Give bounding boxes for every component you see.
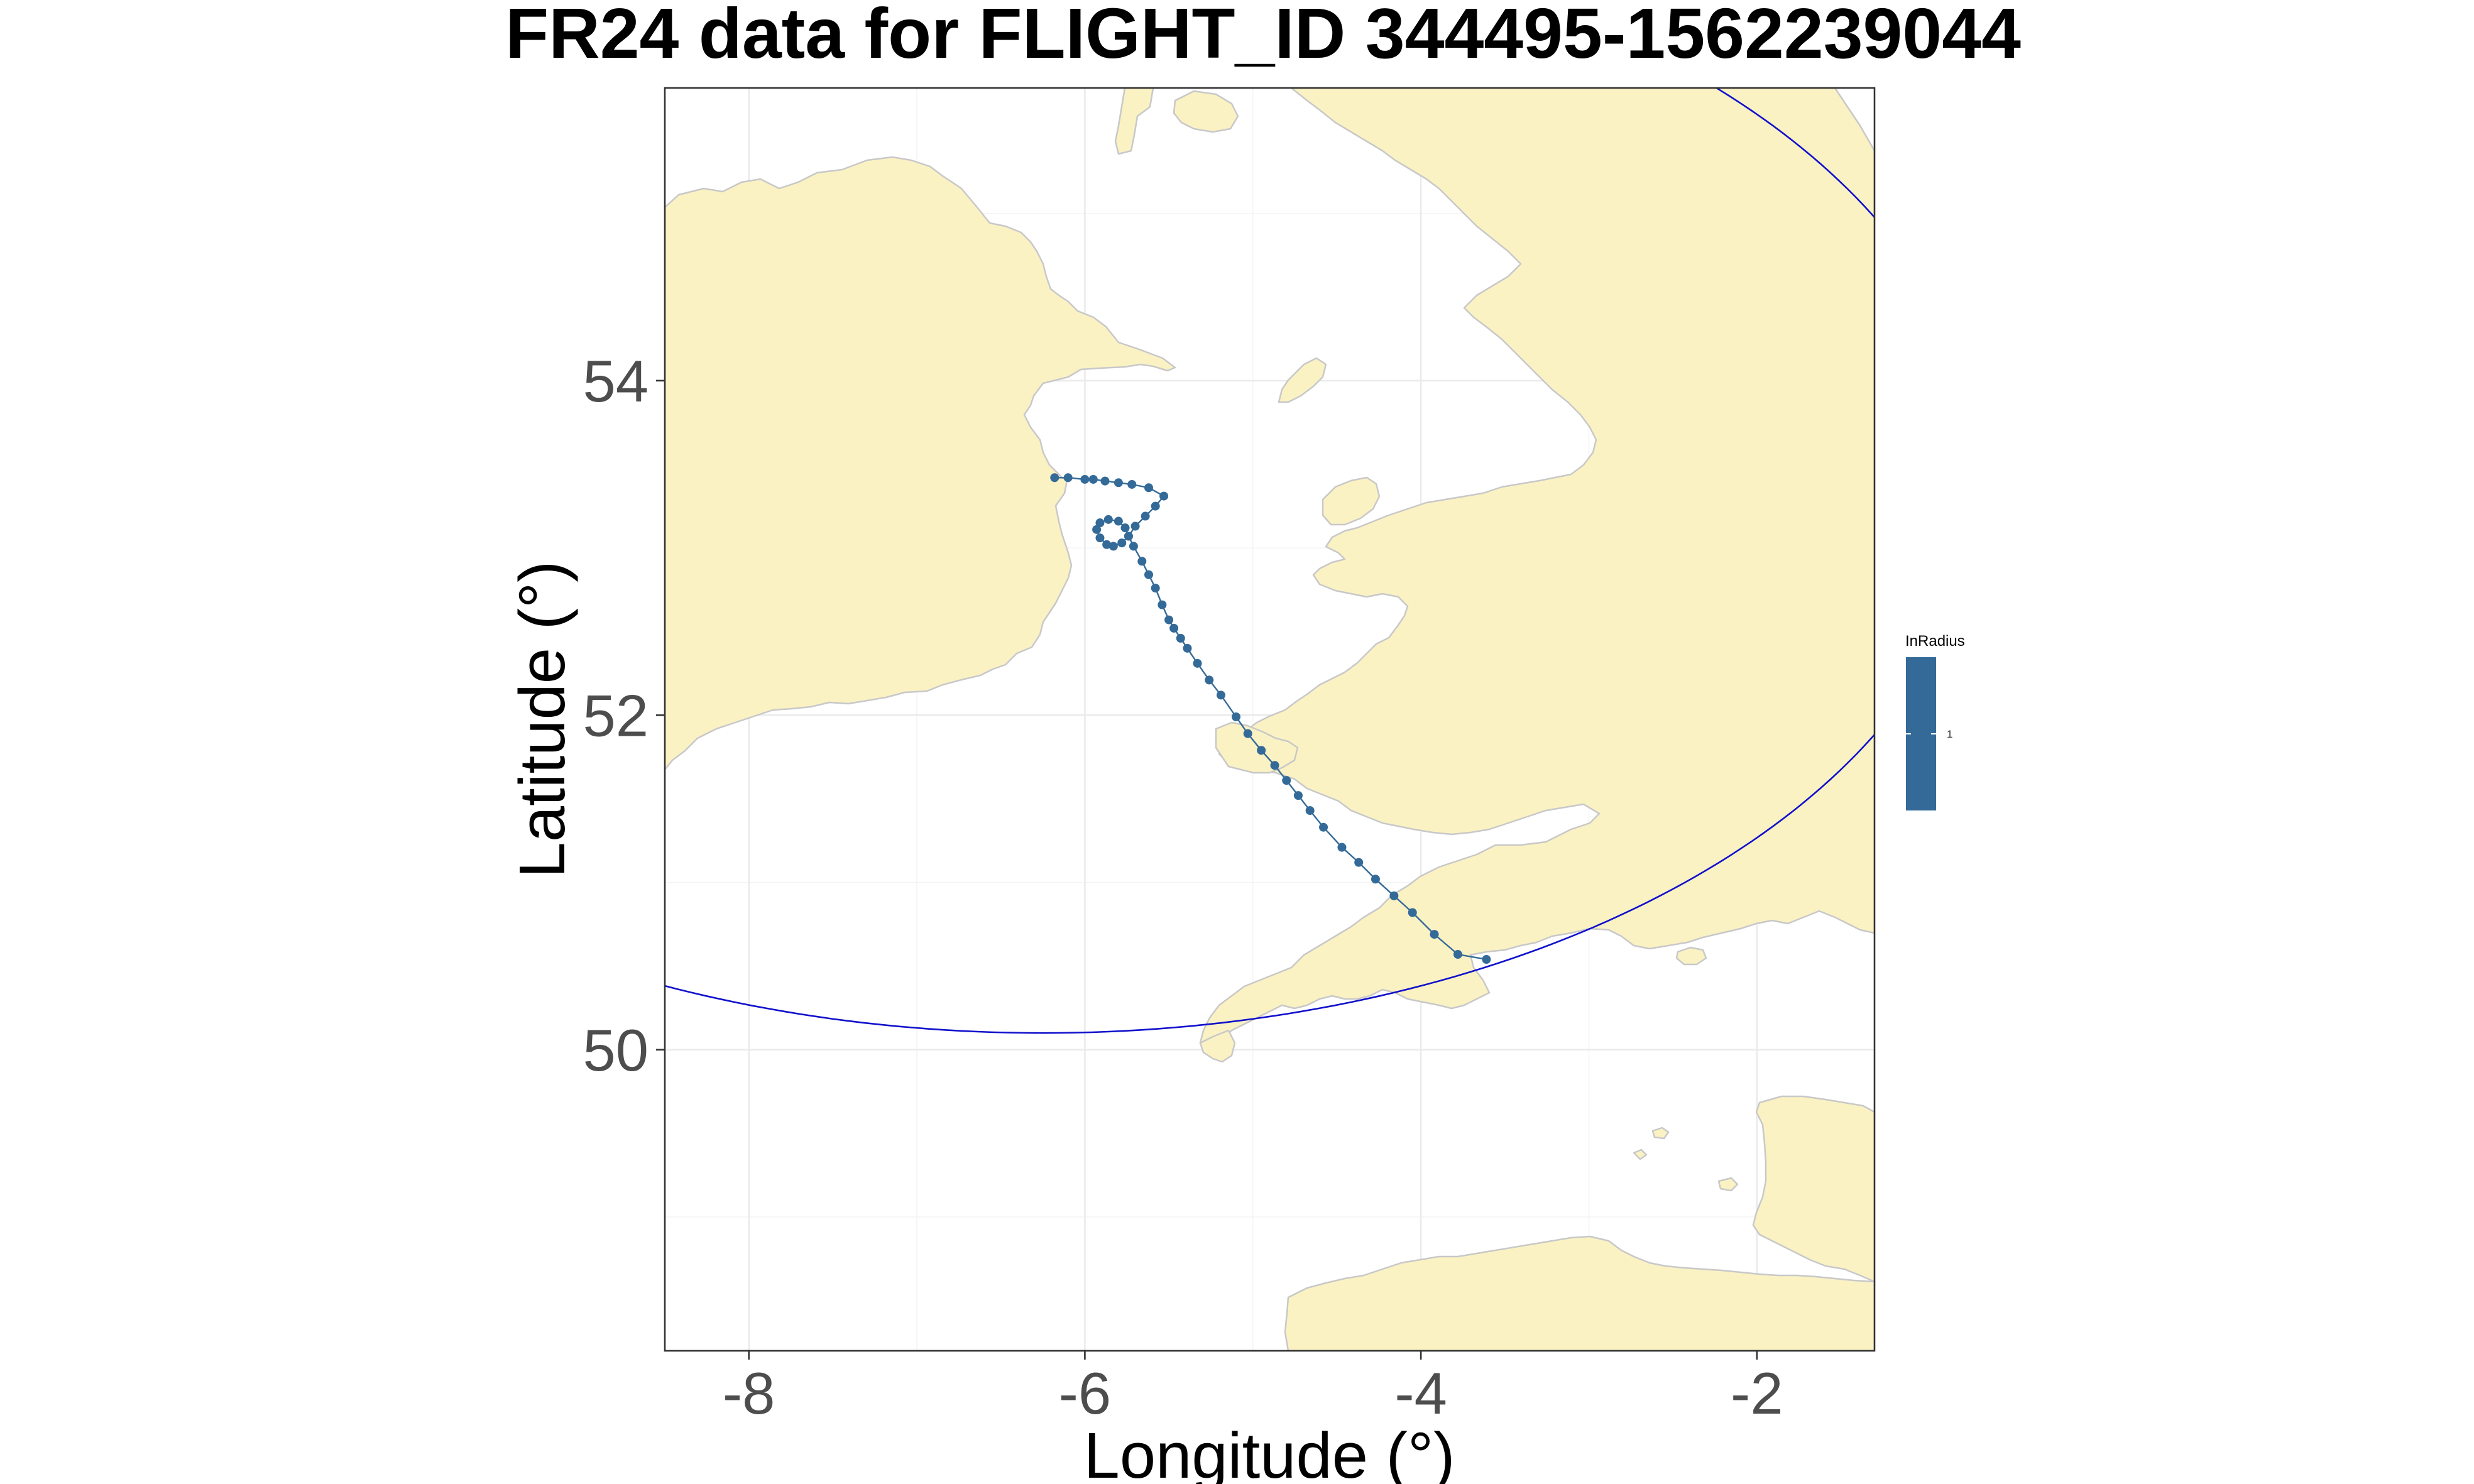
panel-border <box>664 87 1876 1352</box>
track-point <box>1095 518 1105 528</box>
radius-circle <box>665 88 1875 1034</box>
track-point <box>1108 542 1118 551</box>
track-point <box>1141 511 1150 521</box>
track-point <box>1430 930 1439 939</box>
track-point <box>1144 570 1153 579</box>
flight-track-points <box>1050 473 1491 964</box>
track-point <box>1088 474 1098 484</box>
land-masses <box>665 88 1875 1351</box>
track-point <box>1293 791 1303 800</box>
track-point <box>1120 523 1130 533</box>
track-point <box>1164 615 1174 625</box>
legend-label: 1 <box>1947 728 1952 740</box>
track-point <box>1114 516 1123 526</box>
land-great-britain <box>1199 88 1875 1047</box>
y-tick-label: 50 <box>583 1017 649 1083</box>
track-point <box>1114 478 1123 488</box>
track-point <box>1169 623 1179 633</box>
land-anglesey <box>1322 476 1381 526</box>
track-point <box>1270 761 1279 770</box>
track-point <box>1482 955 1491 964</box>
track-point <box>1453 950 1462 959</box>
track-point <box>1176 633 1185 643</box>
land-france-normandy <box>1752 1095 1875 1283</box>
x-axis-title: Longitude (°) <box>1084 1419 1455 1484</box>
track-point <box>1092 525 1102 534</box>
track-point <box>1102 540 1112 549</box>
track-point <box>1337 843 1347 852</box>
track-point <box>1389 891 1399 900</box>
land-ireland <box>665 156 1176 771</box>
track-point <box>1100 476 1110 486</box>
x-tick-label: -6 <box>1059 1360 1112 1426</box>
track-point <box>1080 474 1090 484</box>
track-point <box>1205 675 1214 685</box>
track-point <box>1319 822 1328 832</box>
track-point <box>1095 533 1105 543</box>
track-point <box>1151 584 1160 593</box>
track-point <box>1408 908 1417 917</box>
track-point <box>1103 515 1113 524</box>
track-point <box>1151 501 1160 511</box>
track-point <box>1305 806 1315 816</box>
land-isle-of-wight <box>1675 946 1707 966</box>
track-point <box>1144 483 1153 493</box>
track-point <box>1232 712 1241 722</box>
track-point <box>1130 521 1140 531</box>
land-channel-island-3 <box>1633 1148 1648 1160</box>
track-point <box>1257 746 1266 755</box>
track-point <box>1371 875 1380 884</box>
track-point <box>1158 600 1167 609</box>
land-wales-southwest <box>1215 721 1299 774</box>
x-tick-label: -4 <box>1394 1360 1447 1426</box>
land-cornwall <box>1199 1029 1236 1063</box>
y-tick-label: 54 <box>583 348 649 414</box>
x-tick-label: -2 <box>1731 1360 1783 1426</box>
land-france-brittany <box>1284 1235 1875 1351</box>
track-point <box>1117 538 1127 548</box>
track-point <box>1183 643 1192 653</box>
track-point <box>1193 658 1202 668</box>
track-point <box>1159 491 1169 501</box>
track-point <box>1124 532 1133 541</box>
legend-title: InRadius <box>1905 633 1965 650</box>
x-axis: -8 -6 -4 -2 <box>723 1351 1783 1426</box>
track-point <box>1127 479 1137 489</box>
track-point <box>1216 690 1225 700</box>
track-point <box>1050 473 1059 483</box>
y-axis-title: Latitude (°) <box>506 561 578 878</box>
land-scotland-islay <box>1114 88 1154 155</box>
land-scotland-jura <box>1173 90 1239 133</box>
track-point <box>1063 473 1073 483</box>
land-channel-island-1 <box>1651 1127 1670 1140</box>
legend: InRadius 1 <box>1905 633 1965 810</box>
land-channel-island-2 <box>1717 1177 1739 1192</box>
track-point <box>1129 542 1138 551</box>
x-tick-label: -8 <box>723 1360 775 1426</box>
track-point <box>1137 557 1147 566</box>
track-point <box>1354 858 1364 867</box>
y-axis: 50 52 54 <box>583 348 665 1083</box>
track-point <box>1282 776 1291 785</box>
land-isle-of-man <box>1278 357 1327 403</box>
track-point <box>1243 729 1252 738</box>
plot-panel <box>664 87 1876 1352</box>
chart-title: FR24 data for FLIGHT_ID 344495-156223904… <box>505 0 2021 73</box>
y-tick-label: 52 <box>583 682 649 748</box>
